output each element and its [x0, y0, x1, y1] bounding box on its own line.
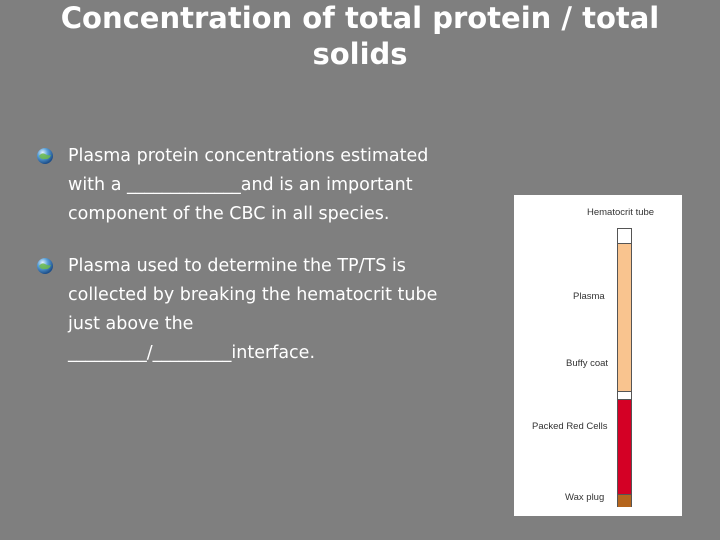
bullet-2-line-1: Plasma used to determine the TP/TS is [68, 256, 406, 276]
wax-plug-label: Wax plug [565, 492, 605, 503]
bullet-1-line-3: component of the CBC in all species. [68, 204, 390, 224]
tube-buffy-coat-segment [618, 391, 631, 400]
bullet-item-2: Plasma used to determine the TP/TS is co… [36, 252, 506, 368]
diagram-title: Hematocrit tube [587, 207, 655, 218]
hematocrit-tube [617, 228, 632, 507]
slide-title-line-1: Concentration of total protein / total [60, 1, 660, 35]
globe-bullet-icon [37, 148, 53, 164]
bullet-2-line-3: just above the [68, 314, 194, 334]
plasma-label: Plasma [573, 291, 605, 302]
bullet-item-1: Plasma protein concentrations estimated … [36, 142, 506, 229]
tube-wax-plug-segment [618, 494, 631, 507]
bullet-list: Plasma protein concentrations estimated … [36, 142, 506, 391]
bullet-2-line-2: collected by breaking the hematocrit tub… [68, 285, 438, 305]
slide-title: Concentration of total protein / total s… [0, 0, 720, 72]
globe-bullet-icon [37, 258, 53, 274]
buffy-coat-label: Buffy coat [566, 358, 609, 369]
slide-title-line-2: solids [312, 37, 408, 71]
bullet-2-line-4: _________/_________interface. [68, 343, 316, 363]
hematocrit-tube-diagram: Hematocrit tube Plasma Buffy coat Packed… [514, 195, 682, 516]
tube-air-segment [618, 229, 631, 244]
packed-red-cells-label: Packed Red Cells [532, 421, 608, 432]
bullet-1-line-2: with a _____________and is an important [68, 175, 413, 195]
tube-plasma-segment [618, 244, 631, 391]
bullet-1-line-1: Plasma protein concentrations estimated [68, 146, 429, 166]
tube-packed-red-cells-segment [618, 400, 631, 494]
